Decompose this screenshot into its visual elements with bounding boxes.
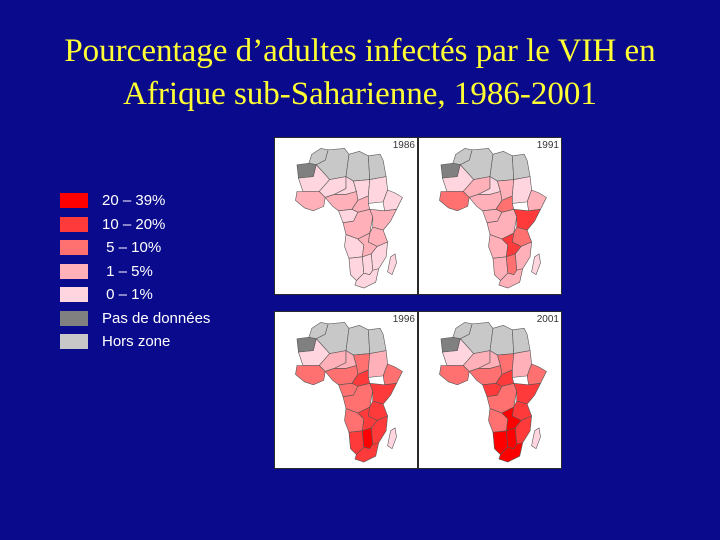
- region-madagascar: [387, 427, 397, 450]
- region-libya: [345, 151, 371, 182]
- region-egypt: [511, 328, 531, 354]
- legend-label: 1 – 5%: [102, 262, 153, 280]
- region-botswana: [506, 253, 518, 276]
- region-egypt: [511, 154, 531, 180]
- legend-swatch: [60, 310, 88, 326]
- slide-title: Pourcentage d’adultes infectés par le VI…: [0, 30, 720, 116]
- region-libya: [345, 325, 371, 356]
- region-egypt: [367, 154, 387, 180]
- map-year-label: 1991: [536, 140, 559, 151]
- legend-label: 10 – 20%: [102, 215, 166, 233]
- region-e-africa: [369, 382, 398, 405]
- legend-label: Pas de données: [102, 309, 211, 327]
- legend-swatch: [60, 216, 88, 232]
- legend-label: 5 – 10%: [102, 239, 162, 257]
- legend-label: 20 – 39%: [102, 192, 166, 210]
- title-line-2: Afrique sub-Saharienne, 1986-2001: [123, 76, 597, 112]
- africa-map: [295, 322, 403, 463]
- legend-item: 10 – 20%: [60, 213, 210, 237]
- region-s-africa: [498, 442, 524, 463]
- legend-item: 5 – 10%: [60, 236, 210, 260]
- region-e-africa: [513, 382, 542, 405]
- legend-item: 20 – 39%: [60, 189, 210, 213]
- region-e-africa: [513, 208, 542, 231]
- legend-swatch: [60, 240, 88, 256]
- region-s-africa: [354, 268, 380, 289]
- region-libya: [489, 325, 515, 356]
- legend-label: 0 – 1%: [102, 286, 153, 304]
- region-botswana: [362, 253, 374, 276]
- legend-label: Hors zone: [102, 333, 171, 351]
- map-year-label: 2001: [536, 314, 559, 325]
- legend-item: 1 – 5%: [60, 260, 210, 284]
- region-e-africa: [369, 208, 398, 231]
- legend: 20 – 39% 10 – 20% 5 – 10% 1 – 5% 0 – 1% …: [60, 189, 210, 354]
- legend-swatch: [60, 334, 88, 350]
- region-w-coast: [439, 365, 470, 386]
- region-w-coast: [439, 191, 470, 212]
- legend-item: Pas de données: [60, 307, 210, 331]
- region-w-coast: [295, 365, 326, 386]
- region-s-africa: [354, 442, 380, 463]
- legend-swatch: [60, 263, 88, 279]
- region-botswana: [362, 427, 374, 450]
- map-1996: 1996: [274, 311, 418, 469]
- region-egypt: [367, 328, 387, 354]
- title-line-1: Pourcentage d’adultes infectés par le VI…: [64, 33, 656, 69]
- map-2001: 2001: [418, 311, 562, 469]
- map-year-label: 1986: [392, 140, 415, 151]
- region-madagascar: [531, 427, 541, 450]
- africa-map: [439, 148, 547, 289]
- map-1991: 1991: [418, 137, 562, 295]
- legend-swatch: [60, 287, 88, 303]
- region-madagascar: [387, 253, 397, 276]
- region-w-coast: [295, 191, 326, 212]
- map-1986: 1986: [274, 137, 418, 295]
- map-year-label: 1996: [392, 314, 415, 325]
- region-madagascar: [531, 253, 541, 276]
- legend-swatch: [60, 193, 88, 209]
- africa-map: [295, 148, 403, 289]
- legend-item: Hors zone: [60, 330, 210, 354]
- legend-item: 0 – 1%: [60, 283, 210, 307]
- region-libya: [489, 151, 515, 182]
- africa-map: [439, 322, 547, 463]
- region-s-africa: [498, 268, 524, 289]
- region-botswana: [506, 427, 518, 450]
